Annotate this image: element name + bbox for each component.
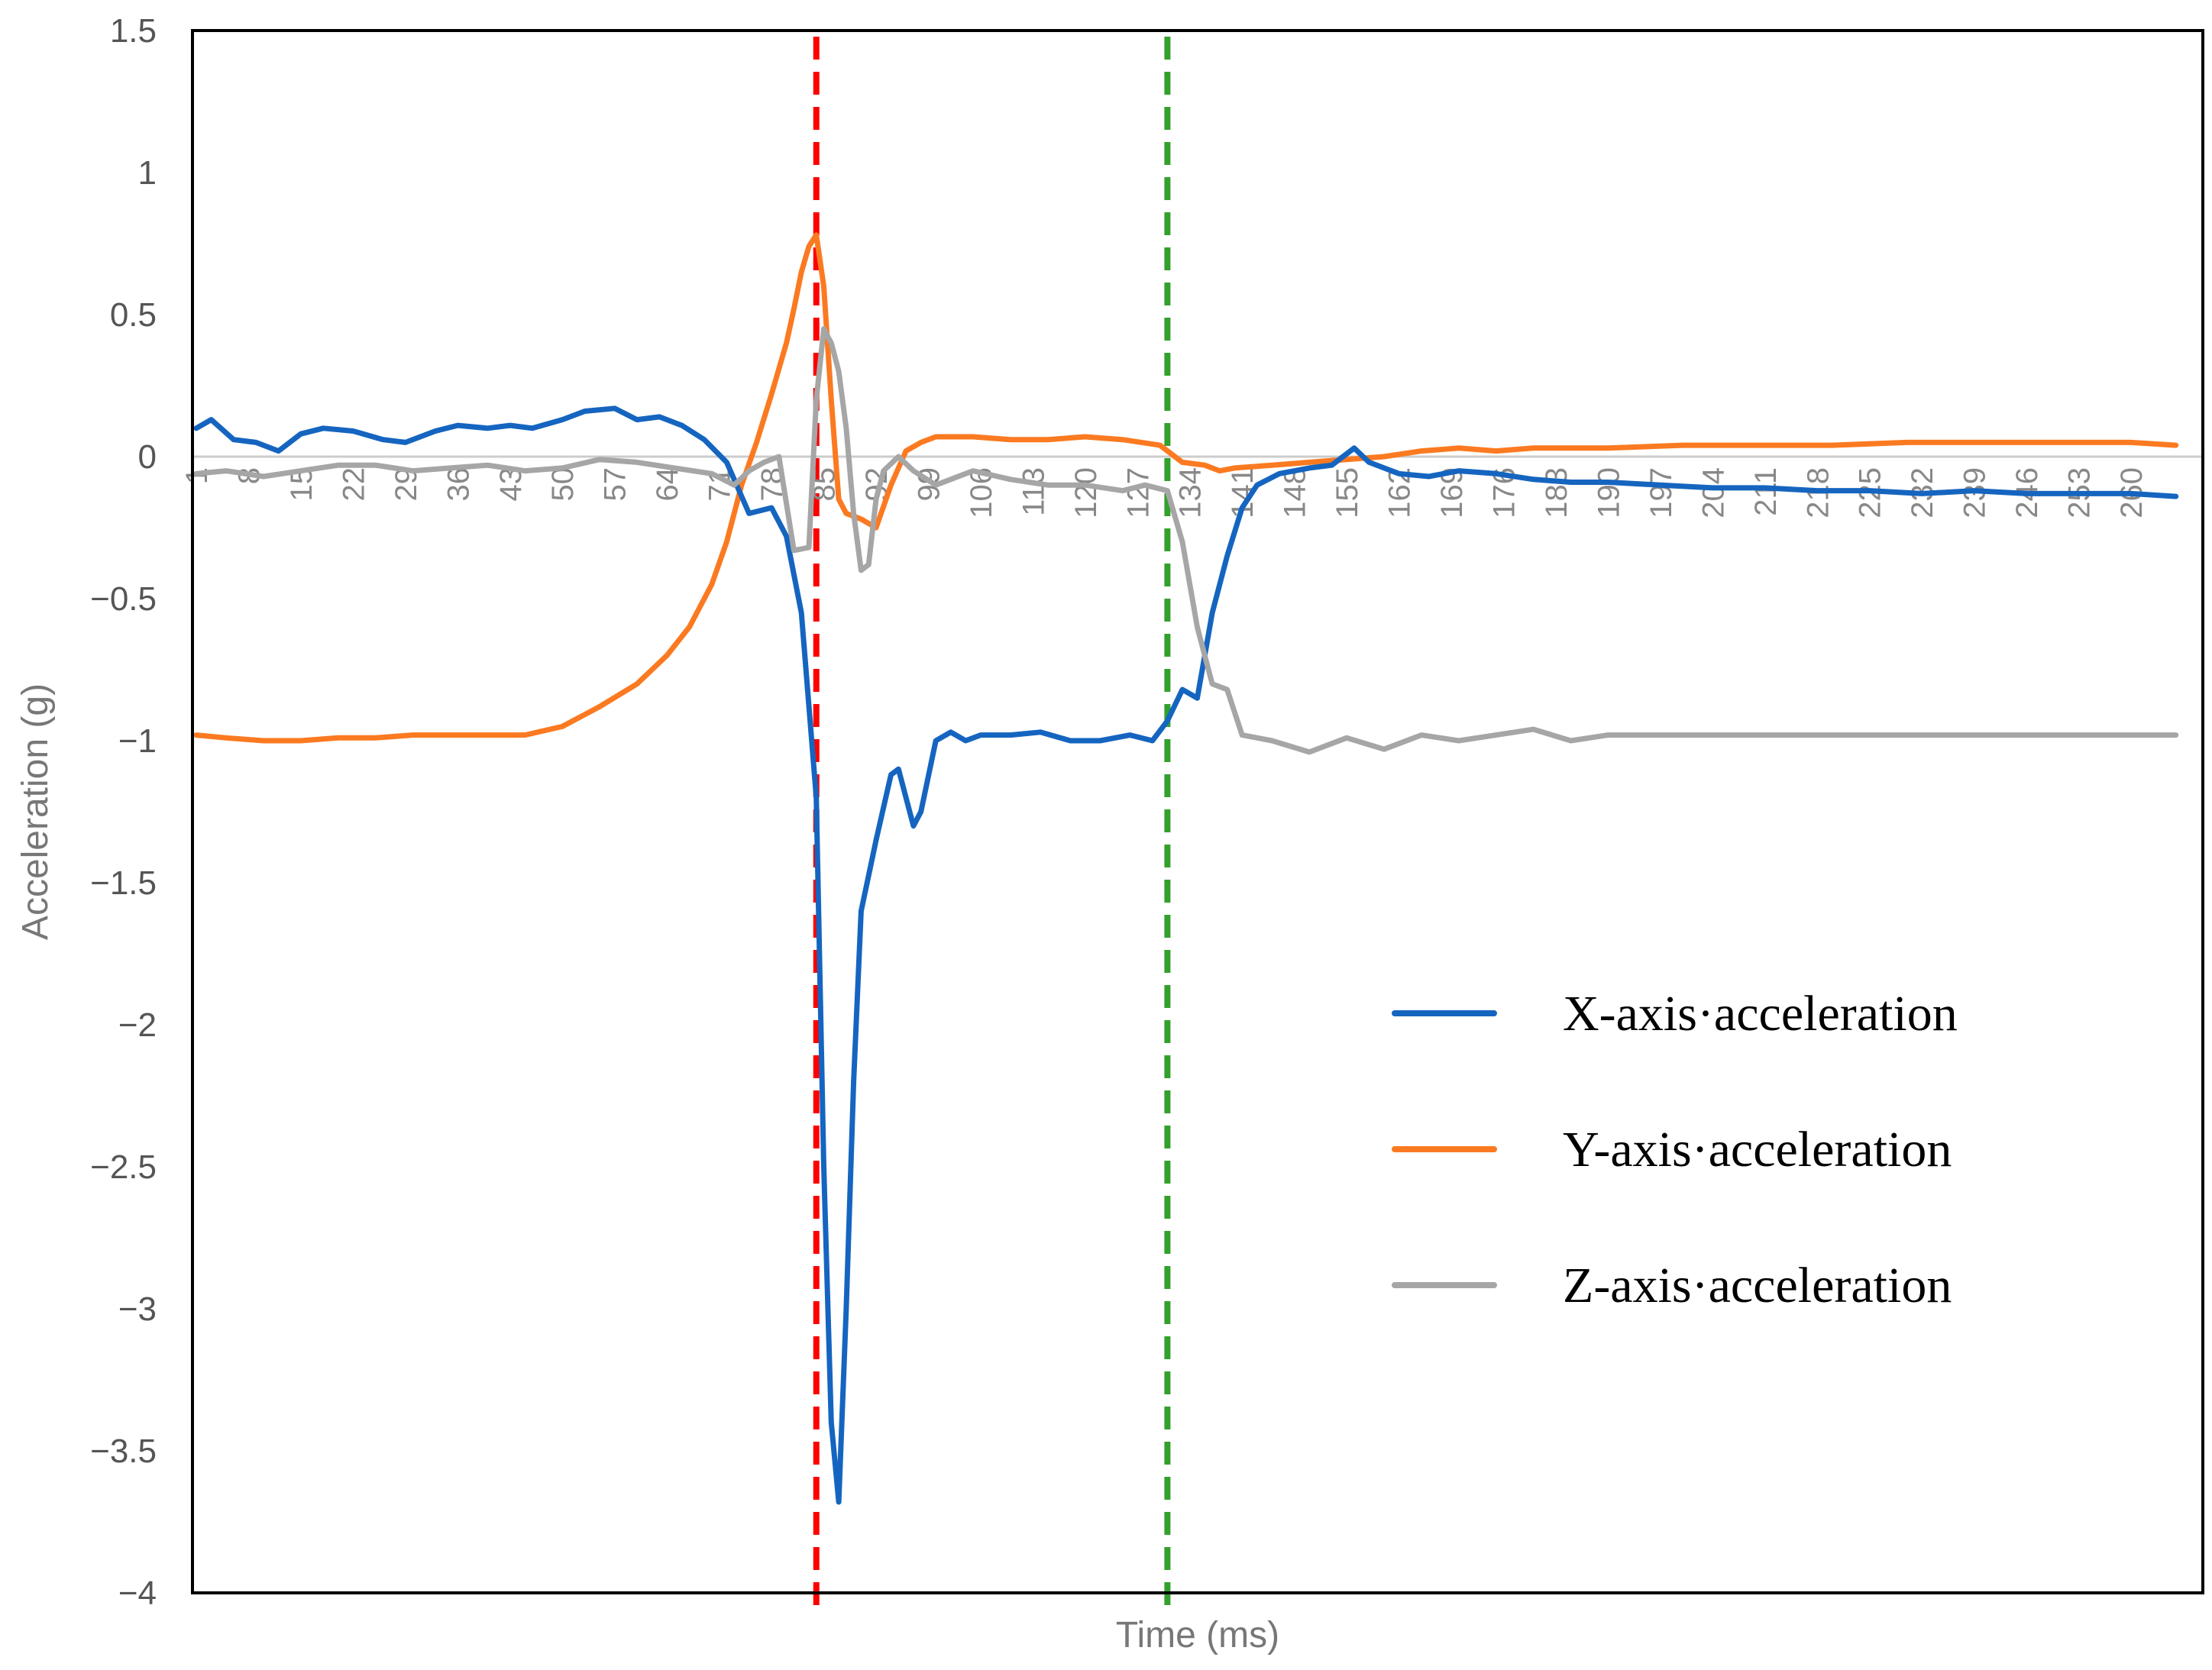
legend: X-axis·acceleration Y-axis·acceleration Z-… [1392,986,1958,1313]
plot-frame [191,29,2204,1594]
series-line [193,405,2179,1505]
legend-label: Y-axis·acceleration [1563,1122,1952,1177]
x-tick-label: 204 [1696,467,1730,518]
y-axis-ticks: 1.5 1 0.5 0 −0.5 −1 −1.5 −2 −2.5 −3 −3.5 −4 [90,12,157,1612]
y-tick-label: −2 [118,1006,157,1044]
y-tick-label: 0.5 [110,296,157,334]
x-tick-label: 197 [1644,467,1678,518]
y-tick-label: −0.5 [90,580,157,618]
x-tick-label: 148 [1279,467,1312,518]
x-axis-label: Time (ms) [1116,1615,1279,1655]
y-tick-label: 1 [138,154,157,192]
x-tick-label: 50 [546,467,580,502]
series-line [193,326,2179,755]
y-tick-label: −1.5 [90,864,157,902]
x-tick-label: 22 [337,467,370,502]
y-tick-label: −3 [118,1290,157,1328]
x-tick-label: 57 [599,467,632,502]
x-tick-label: 134 [1174,467,1208,518]
y-tick-label: −2.5 [90,1148,157,1186]
series-line [193,232,2179,744]
x-tick-label: 36 [441,467,475,502]
x-tick-label: 211 [1749,467,1783,516]
legend-label: Z-axis·acceleration [1563,1258,1952,1313]
y-axis-label: Acceleration (g) [15,683,56,940]
x-tick-label: 120 [1069,467,1103,518]
x-tick-label: 190 [1592,467,1625,518]
x-tick-label: 183 [1540,467,1573,518]
y-tick-label: −4 [118,1575,157,1612]
y-tick-label: 1.5 [110,12,157,50]
y-tick-label: 0 [138,438,157,476]
x-tick-label: 155 [1331,467,1364,518]
series-lines [193,232,2179,1505]
x-tick-label: 127 [1121,467,1155,518]
y-tick-label: −3.5 [90,1433,157,1470]
x-tick-label: 64 [651,467,684,502]
y-tick-label: −1 [118,722,157,760]
legend-label: X-axis·acceleration [1563,986,1958,1042]
x-tick-label: 113 [1017,467,1050,516]
